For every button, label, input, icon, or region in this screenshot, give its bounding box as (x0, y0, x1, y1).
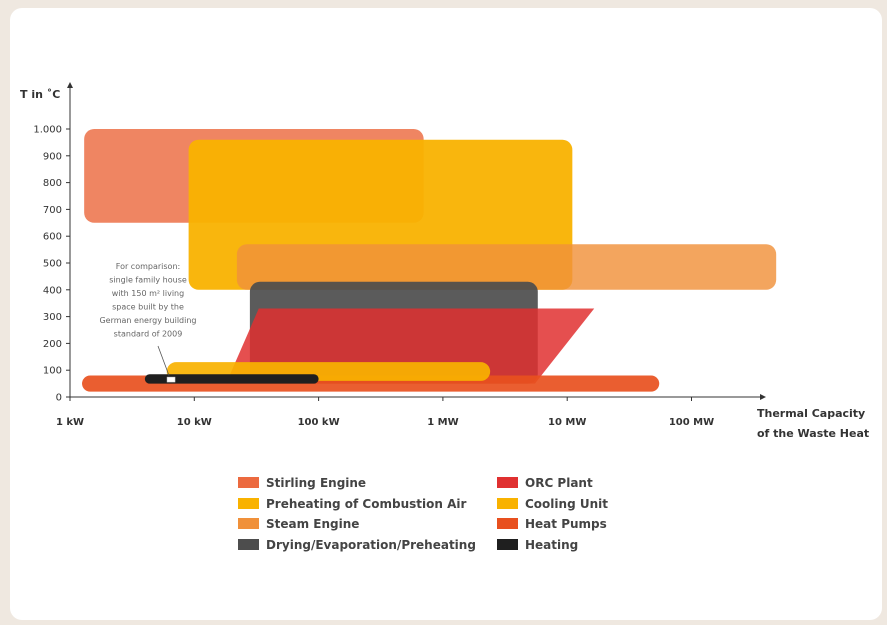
steam-engine-band (236, 244, 777, 290)
annotation-line: German energy building (99, 316, 196, 325)
x-tick-label: 100 kW (298, 417, 340, 428)
legend-label-drying-evaporation-preheating: Drying/Evaporation/Preheating (266, 538, 476, 552)
annotation-line: single family house (109, 276, 187, 285)
y-tick-label: 500 (43, 259, 62, 270)
legend-swatch-heat-pumps (497, 518, 518, 529)
y-tick-label: 400 (43, 285, 62, 296)
y-tick-label: 600 (43, 232, 62, 243)
y-tick-label: 900 (43, 151, 62, 162)
legend-label-heat-pumps: Heat Pumps (525, 517, 607, 531)
legend-label-heating: Heating (525, 538, 578, 552)
annotation-line: with 150 m² living (112, 289, 184, 298)
range-bands (82, 129, 777, 392)
y-axis-title: T in ˚C (20, 88, 60, 101)
y-axis-arrow (67, 82, 73, 88)
legend-swatch-heating (497, 539, 518, 550)
y-tick-label: 300 (43, 312, 62, 323)
legend-swatch-stirling-engine (238, 477, 259, 488)
annotation-line: For comparison: (116, 262, 180, 271)
legend-swatch-orc-plant (497, 477, 518, 488)
legend-swatch-preheating-of-combustion-air (238, 498, 259, 509)
x-tick-label: 1 kW (56, 417, 84, 428)
axes: 0 100 200 300 400 500 600 700 800 900 1.000 1 kW 10 … (20, 82, 869, 440)
x-tick-label: 10 MW (548, 417, 586, 428)
legend-label-stirling-engine: Stirling Engine (266, 476, 366, 490)
legend-label-preheating-of-combustion-air: Preheating of Combustion Air (266, 497, 466, 511)
legend: Stirling Engine Preheating of Combustion … (238, 476, 608, 552)
legend-label-orc-plant: ORC Plant (525, 476, 593, 490)
y-tick-label: 0 (56, 393, 62, 404)
annotation-line: space built by the (112, 303, 184, 312)
x-tick-label: 1 MW (427, 417, 458, 428)
legend-swatch-drying-evaporation-preheating (238, 539, 259, 550)
y-tick-label: 100 (43, 366, 62, 377)
legend-swatch-cooling-unit (497, 498, 518, 509)
x-tick-label: 100 MW (669, 417, 714, 428)
x-axis-title-line: of the Waste Heat (757, 427, 869, 440)
legend-label-cooling-unit: Cooling Unit (525, 497, 608, 511)
y-tick-label: 200 (43, 339, 62, 350)
legend-swatch-steam-engine (238, 518, 259, 529)
y-tick-label: 700 (43, 205, 62, 216)
x-axis-arrow (760, 394, 766, 400)
x-axis-title-line: Thermal Capacity (757, 407, 865, 420)
annotation-leader (157, 345, 170, 376)
y-tick-label: 1.000 (33, 125, 62, 136)
heating-band (144, 374, 319, 384)
comparison-annotation: For comparison: single family house with 1… (99, 262, 197, 383)
legend-label-steam-engine: Steam Engine (266, 517, 359, 531)
annotation-line: standard of 2009 (114, 330, 183, 339)
x-tick-label: 10 kW (177, 417, 212, 428)
annotation-marker (166, 376, 176, 383)
y-tick-label: 800 (43, 178, 62, 189)
